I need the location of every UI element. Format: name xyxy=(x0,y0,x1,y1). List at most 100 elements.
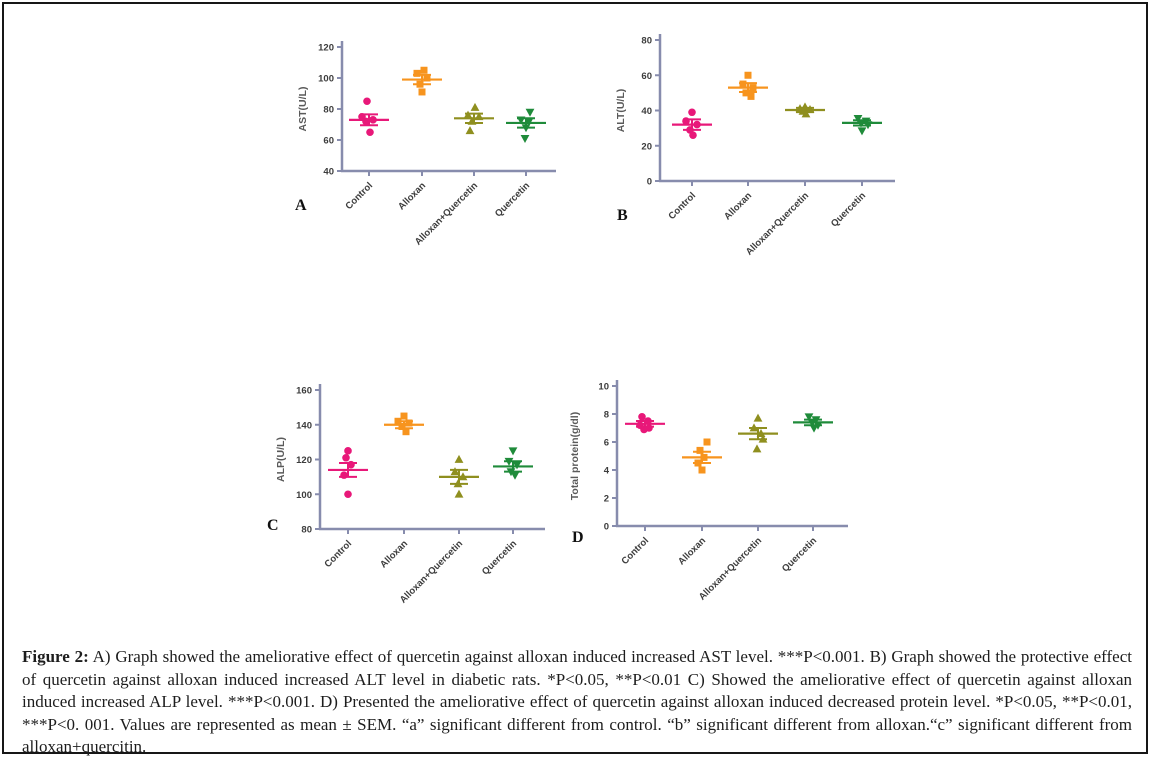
data-point-triangle-down xyxy=(813,421,823,430)
y-tick-label: 6 xyxy=(604,438,609,449)
y-tick-label: 8 xyxy=(604,410,609,421)
data-point-triangle-up xyxy=(474,112,484,121)
data-point-circle xyxy=(344,490,352,499)
data-point-square xyxy=(747,92,755,100)
data-point-triangle-up xyxy=(454,454,464,463)
y-axis-title: ALT(U/L) xyxy=(615,89,627,133)
data-point-square xyxy=(402,428,410,436)
data-point-triangle-down xyxy=(863,121,873,130)
data-point-triangle-down xyxy=(516,116,526,125)
y-tick-label: 100 xyxy=(296,490,312,501)
x-category-label: Control xyxy=(619,535,651,567)
data-point-triangle-up xyxy=(458,472,468,481)
y-tick-label: 120 xyxy=(318,43,334,54)
data-point-triangle-up xyxy=(453,479,463,488)
data-point-triangle-down xyxy=(504,457,514,466)
y-tick-label: 80 xyxy=(323,105,334,116)
y-tick-label: 120 xyxy=(296,455,312,466)
data-point-circle xyxy=(693,120,701,129)
data-point-triangle-down xyxy=(804,413,814,422)
x-category-label: Alloxan xyxy=(676,535,708,567)
data-point-triangle-down xyxy=(512,461,522,470)
data-point-circle xyxy=(344,447,352,455)
x-category-label: Quercetin xyxy=(480,538,519,577)
data-point-square xyxy=(405,419,413,427)
data-point-square xyxy=(698,466,706,474)
data-point-square xyxy=(694,459,702,467)
data-point-circle xyxy=(369,116,377,124)
x-category-label: Quercetin xyxy=(780,535,819,574)
panel-letter: A xyxy=(295,197,307,214)
data-point-square xyxy=(744,71,752,79)
panel-letter: C xyxy=(267,517,279,534)
x-category-label: Quercetin xyxy=(493,180,532,219)
y-tick-label: 160 xyxy=(296,386,312,397)
x-category-label: Alloxan+Quercetin xyxy=(744,190,811,257)
y-tick-label: 100 xyxy=(318,74,334,85)
data-point-square xyxy=(413,69,421,77)
data-point-triangle-up xyxy=(805,105,815,114)
data-point-triangle-down xyxy=(510,471,520,480)
data-point-triangle-down xyxy=(856,119,866,128)
figure-caption-label: Figure 2: xyxy=(22,647,89,666)
y-tick-label: 80 xyxy=(301,525,312,536)
data-point-triangle-down xyxy=(508,447,518,456)
data-point-triangle-up xyxy=(450,467,460,476)
data-point-triangle-up xyxy=(749,423,759,432)
data-point-triangle-down xyxy=(857,127,867,136)
data-point-triangle-down xyxy=(525,108,535,117)
figure-border-frame xyxy=(2,2,1148,754)
figure-caption-text: A) Graph showed the ameliorative effect … xyxy=(22,647,1132,757)
figure-caption: Figure 2: A) Graph showed the ameliorati… xyxy=(22,646,1132,759)
x-category-label: Alloxan xyxy=(722,190,754,222)
data-point-triangle-down xyxy=(809,424,819,433)
data-point-square xyxy=(416,80,424,88)
data-point-circle xyxy=(363,97,371,106)
data-point-square xyxy=(423,74,431,82)
data-point-triangle-up xyxy=(465,126,475,135)
data-point-triangle-up xyxy=(752,444,762,453)
data-point-circle xyxy=(340,471,348,479)
data-point-triangle-down xyxy=(521,124,531,133)
scatter-panel-total-protein: 0 2 4 6 8 10 Control Alloxan Alloxan+Quercetin Qu… xyxy=(548,368,863,623)
y-tick-label: 140 xyxy=(296,420,312,431)
scatter-panel-alt: 0 20 40 60 80 Control Alloxan Alloxan+Quercetin… xyxy=(600,22,905,272)
y-tick-label: 0 xyxy=(647,177,652,188)
scatter-panel-ast: 40 60 80 100 120 Control Alloxan Alloxan+Querce… xyxy=(268,25,568,260)
y-tick-label: 60 xyxy=(323,136,334,147)
data-point-circle xyxy=(644,417,652,425)
data-point-triangle-down xyxy=(524,118,534,126)
data-point-triangle-down xyxy=(811,416,821,425)
data-point-triangle-down xyxy=(853,115,863,124)
x-category-label: Alloxan xyxy=(378,538,410,570)
data-point-circle xyxy=(366,128,374,137)
data-point-triangle-up xyxy=(470,102,480,111)
data-point-triangle-up xyxy=(753,413,763,422)
scatter-panel-alp: 80 100 120 140 160 Control Alloxan Alloxan+Quer… xyxy=(252,372,557,622)
data-point-square xyxy=(700,453,708,461)
data-point-circle xyxy=(688,108,696,117)
y-tick-label: 20 xyxy=(641,141,652,152)
data-point-triangle-up xyxy=(454,489,464,498)
y-tick-label: 2 xyxy=(604,494,609,505)
data-point-square xyxy=(742,89,750,97)
data-point-triangle-up xyxy=(801,109,811,118)
y-tick-label: 80 xyxy=(641,36,652,47)
x-category-label: Quercetin xyxy=(829,190,868,229)
x-category-label: Control xyxy=(322,538,354,570)
y-axis-title: AST(U/L) xyxy=(297,87,309,132)
data-point-circle xyxy=(638,413,646,421)
data-point-circle xyxy=(347,460,355,469)
chart-B-svg: 0 20 40 60 80 Control AlloxanAlloxan+Quercetin… xyxy=(615,34,895,258)
y-tick-label: 40 xyxy=(323,167,334,178)
panel-letter: D xyxy=(572,529,584,546)
data-point-square xyxy=(749,84,757,92)
x-category-label: Control xyxy=(343,180,375,212)
x-category-label: Alloxan xyxy=(396,180,428,212)
data-point-square xyxy=(696,446,704,454)
data-point-triangle-up xyxy=(467,116,477,125)
